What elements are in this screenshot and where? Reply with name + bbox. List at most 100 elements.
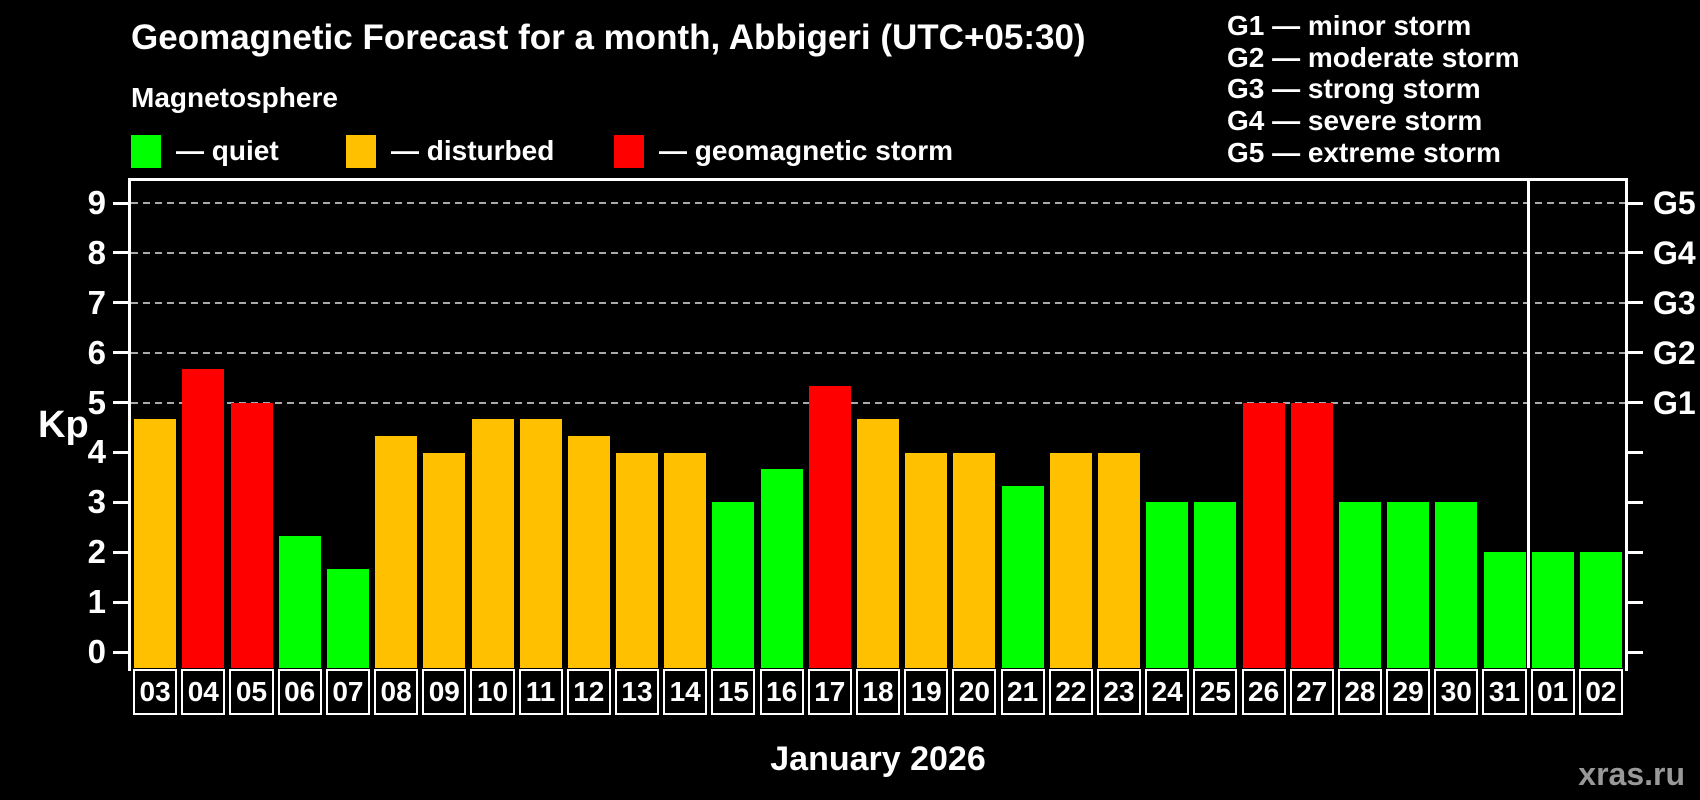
legend-item-storm: — geomagnetic storm xyxy=(614,134,953,168)
bar-day-29 xyxy=(1387,502,1430,668)
y-tick-right-3 xyxy=(1628,500,1643,504)
x-axis-month-label: January 2026 xyxy=(770,740,986,778)
y-tick-right-1 xyxy=(1628,600,1643,604)
bar-day-20 xyxy=(953,452,996,668)
date-cell-20: 20 xyxy=(952,669,997,715)
plot-border-right xyxy=(1625,178,1628,671)
month-boundary-line xyxy=(1527,181,1531,668)
y-tick-label-6: 6 xyxy=(87,333,106,371)
chart-title: Geomagnetic Forecast for a month, Abbige… xyxy=(131,18,1086,57)
date-cell-18: 18 xyxy=(855,669,901,715)
date-cell-02: 02 xyxy=(1578,669,1623,715)
date-cell-26: 26 xyxy=(1241,669,1286,715)
g-scale-legend: G1 — minor storm G2 — moderate storm G3 … xyxy=(1227,10,1520,169)
y-tick-right-2 xyxy=(1628,550,1643,554)
date-cell-12: 12 xyxy=(566,669,611,715)
y-tick-label-3: 3 xyxy=(87,483,106,521)
date-cell-07: 07 xyxy=(325,669,370,715)
date-cell-13: 13 xyxy=(614,669,660,715)
bar-day-03 xyxy=(134,419,177,668)
date-cell-09: 09 xyxy=(422,669,467,715)
date-cell-27: 27 xyxy=(1289,669,1334,715)
y-tick-left-2 xyxy=(113,550,128,554)
y-tick-right-6 xyxy=(1628,351,1643,355)
date-cell-17: 17 xyxy=(807,669,852,715)
y-tick-left-7 xyxy=(113,301,128,305)
legend-item-quiet: — quiet xyxy=(131,134,279,168)
bar-day-02 xyxy=(1579,552,1622,668)
bar-day-25 xyxy=(1194,502,1237,668)
gridline-kp8 xyxy=(131,251,1625,254)
date-cell-03: 03 xyxy=(133,669,178,715)
legend-item-disturbed: — disturbed xyxy=(346,134,554,168)
date-cell-31: 31 xyxy=(1482,669,1527,715)
y-tick-right-9 xyxy=(1628,201,1643,205)
y-tick-left-4 xyxy=(113,450,128,454)
gridline-kp6 xyxy=(131,351,1625,354)
y-tick-left-9 xyxy=(113,201,128,205)
bar-day-27 xyxy=(1290,402,1333,668)
gridline-kp7 xyxy=(131,301,1625,304)
y-tick-right-0 xyxy=(1628,650,1643,654)
g-legend-line-g4: G4 — severe storm xyxy=(1227,105,1483,137)
y-tick-label-9: 9 xyxy=(87,184,106,222)
bar-day-17 xyxy=(808,386,851,668)
y-tick-left-8 xyxy=(113,251,128,255)
bar-day-01 xyxy=(1531,552,1574,668)
y-tick-left-1 xyxy=(113,600,128,604)
g-scale-tick-label-g4: G4 xyxy=(1653,234,1696,271)
legend-label-disturbed: — disturbed xyxy=(391,135,555,166)
date-cell-21: 21 xyxy=(1000,669,1045,715)
g-scale-tick-label-g3: G3 xyxy=(1653,284,1696,321)
y-axis-label: Kp xyxy=(38,404,89,446)
date-cell-16: 16 xyxy=(759,669,804,715)
g-legend-line-g1: G1 — minor storm xyxy=(1227,10,1472,41)
y-tick-right-5 xyxy=(1628,401,1643,405)
y-tick-right-7 xyxy=(1628,301,1643,305)
y-tick-label-8: 8 xyxy=(87,233,106,271)
date-cell-23: 23 xyxy=(1096,669,1142,715)
bar-day-18 xyxy=(857,419,899,668)
chart-subtitle: Magnetosphere xyxy=(131,82,338,113)
bar-day-16 xyxy=(760,468,803,668)
bar-day-26 xyxy=(1242,402,1285,668)
bar-day-28 xyxy=(1338,502,1381,668)
y-tick-label-4: 4 xyxy=(87,433,106,471)
y-tick-label-2: 2 xyxy=(87,533,106,571)
bar-day-24 xyxy=(1146,502,1189,668)
date-cell-14: 14 xyxy=(663,669,708,715)
date-cell-15: 15 xyxy=(711,669,756,715)
date-cell-30: 30 xyxy=(1434,669,1479,715)
date-cell-01: 01 xyxy=(1530,669,1575,715)
g-legend-line-g3: G3 — strong storm xyxy=(1227,73,1481,105)
date-cell-04: 04 xyxy=(181,669,226,715)
bar-day-19 xyxy=(905,452,948,668)
disturbed-color-swatch xyxy=(346,134,376,168)
bar-day-09 xyxy=(423,452,466,668)
quiet-color-swatch xyxy=(131,134,161,168)
date-cell-05: 05 xyxy=(229,669,274,715)
gridline-kp5 xyxy=(131,401,1625,404)
g-scale-tick-label-g2: G2 xyxy=(1653,334,1696,371)
date-cell-28: 28 xyxy=(1337,669,1382,715)
bar-day-13 xyxy=(616,452,658,668)
bar-day-30 xyxy=(1435,502,1478,668)
y-tick-right-8 xyxy=(1628,251,1643,255)
bar-day-10 xyxy=(471,419,514,668)
y-tick-left-6 xyxy=(113,351,128,355)
date-cell-08: 08 xyxy=(374,669,419,715)
bar-day-05 xyxy=(230,402,273,668)
gridline-kp9 xyxy=(131,202,1625,205)
y-tick-left-0 xyxy=(113,650,128,654)
state-legend: — quiet — disturbed — geomagnetic storm xyxy=(131,134,1031,168)
g-scale-tick-label-g5: G5 xyxy=(1653,185,1696,222)
y-tick-left-3 xyxy=(113,500,128,504)
bar-day-21 xyxy=(1001,485,1044,668)
y-tick-label-7: 7 xyxy=(87,283,106,321)
bar-day-31 xyxy=(1483,552,1526,668)
plot-border-left xyxy=(128,178,131,671)
bar-day-04 xyxy=(182,369,225,668)
watermark: xras.ru xyxy=(1578,756,1685,792)
bar-day-07 xyxy=(326,568,369,668)
bar-day-15 xyxy=(712,502,755,668)
